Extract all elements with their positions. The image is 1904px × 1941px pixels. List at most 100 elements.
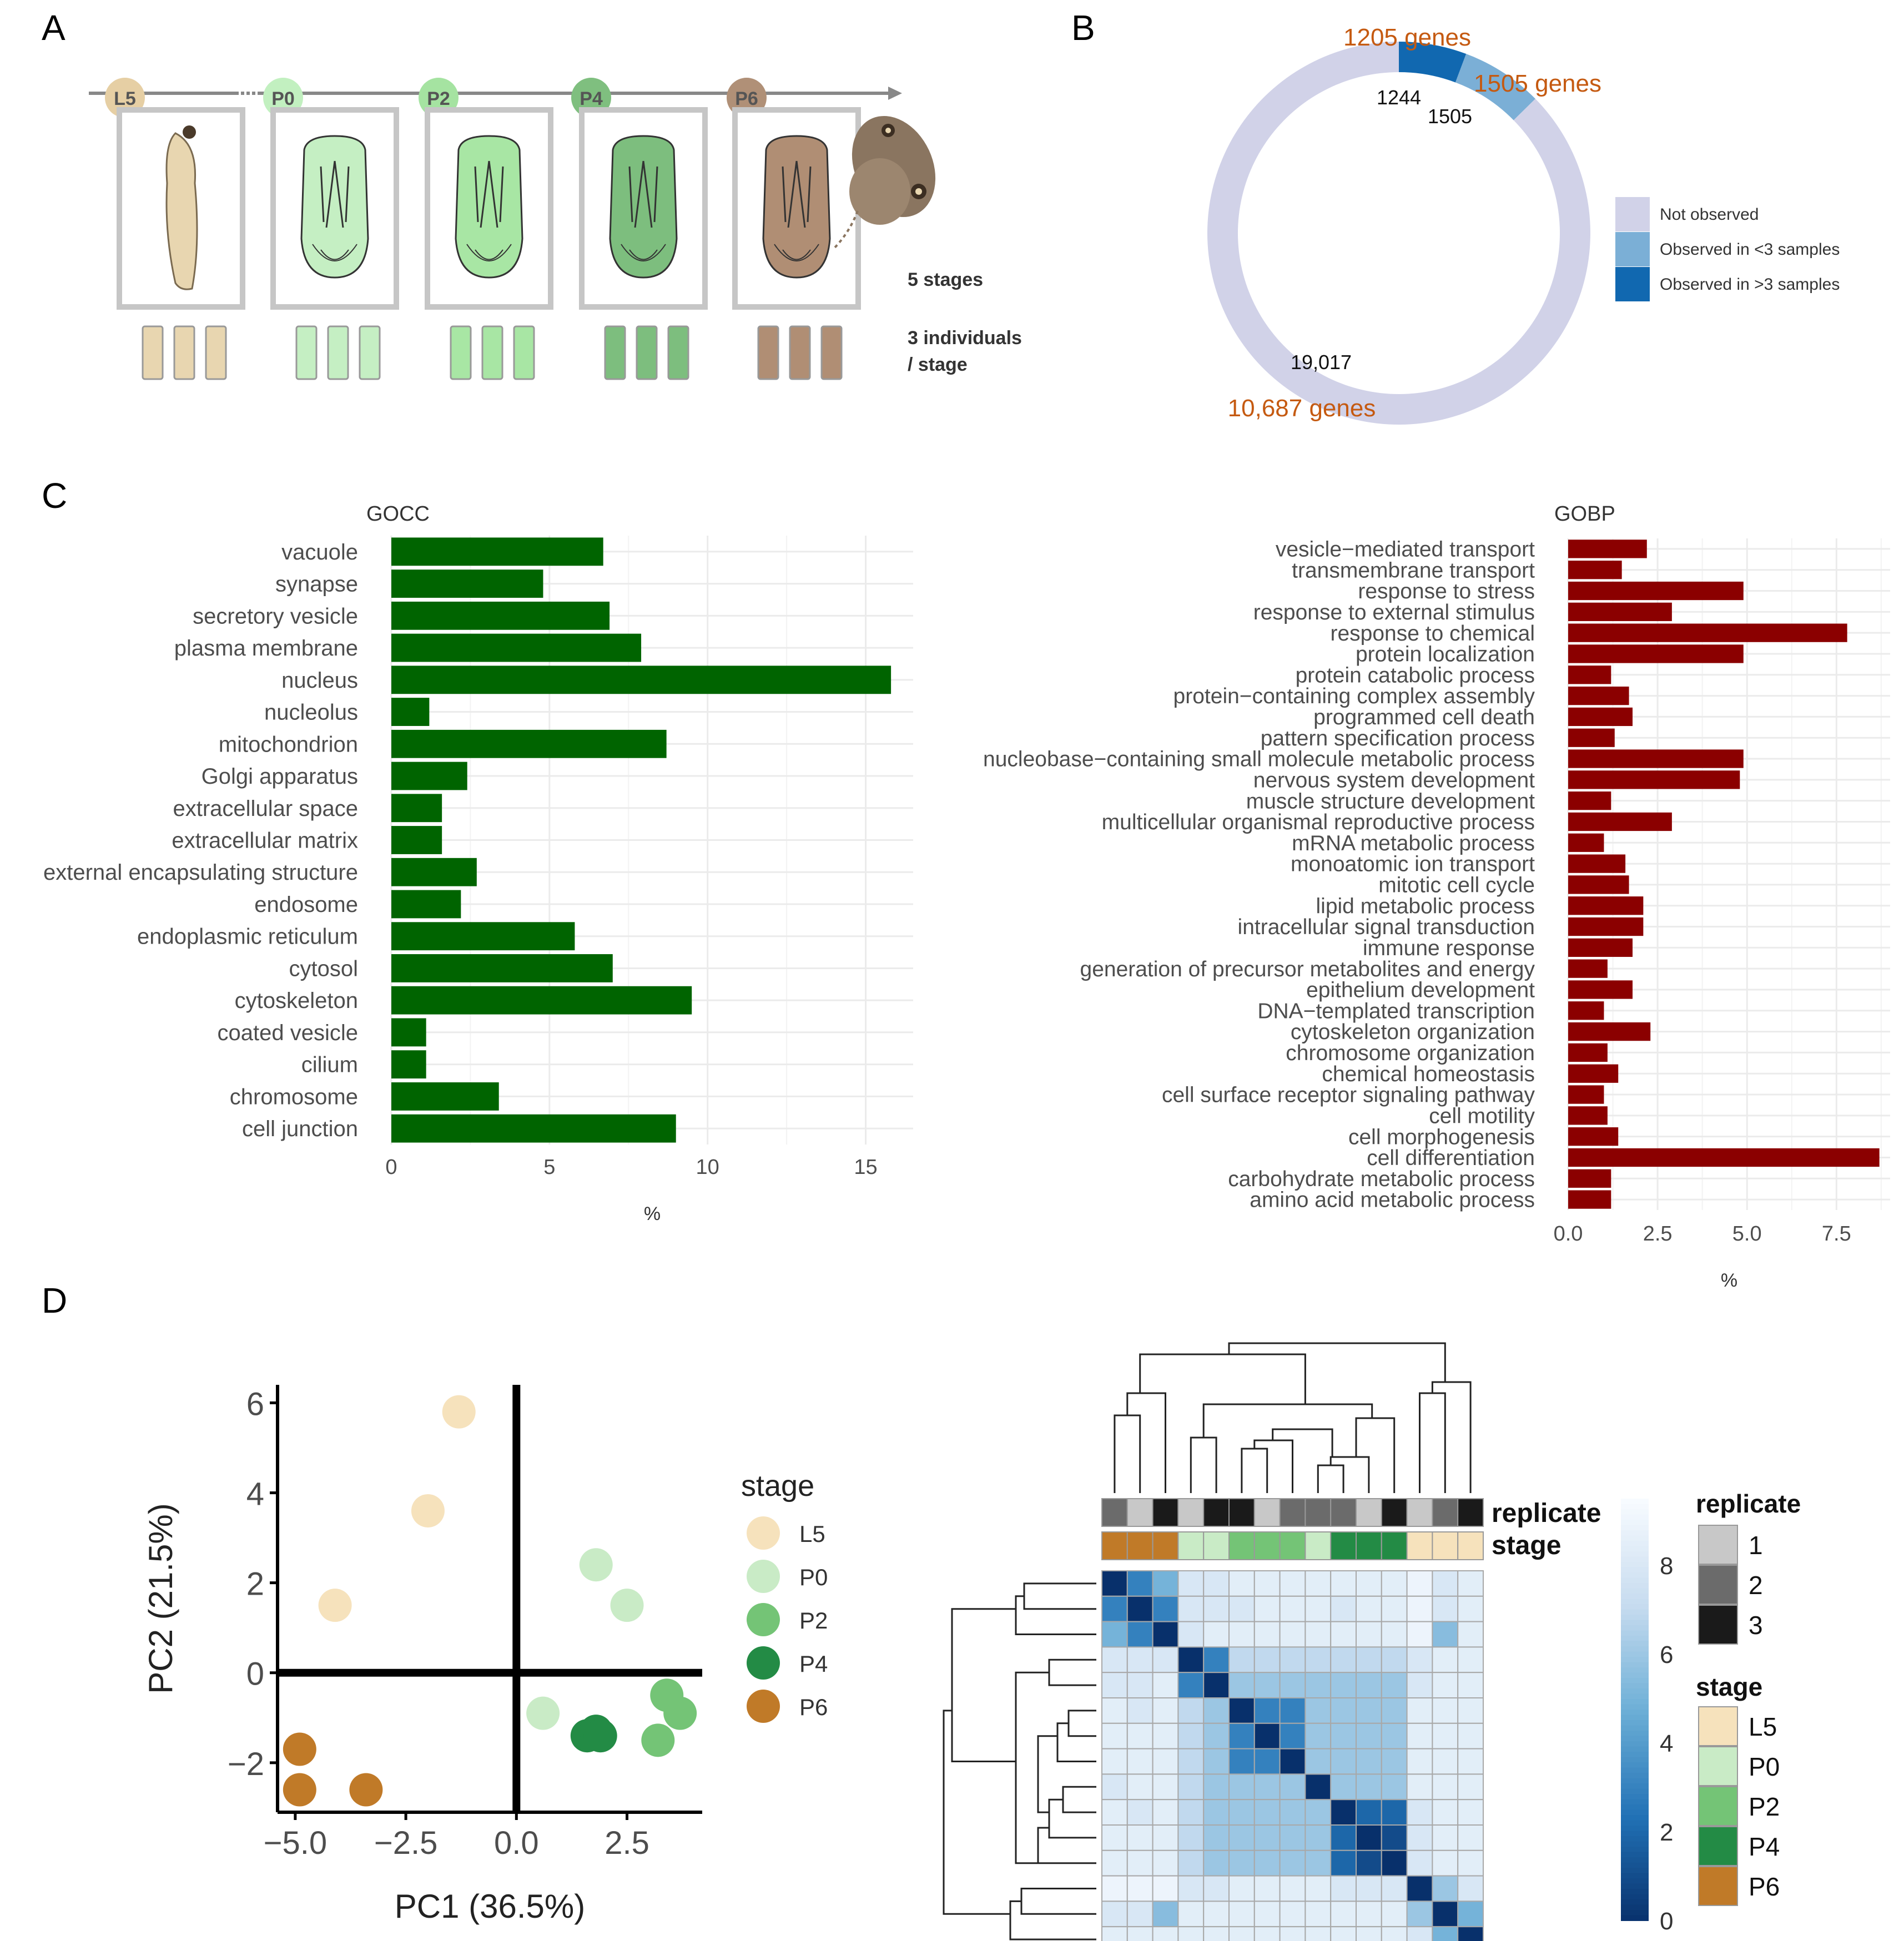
heatmap-cell xyxy=(1253,1595,1281,1622)
heatmap-cell xyxy=(1304,1722,1332,1750)
color-scale-segment xyxy=(1621,1604,1649,1610)
sample-tube xyxy=(359,325,381,380)
bar xyxy=(391,729,667,758)
heatmap-cell xyxy=(1356,1595,1382,1622)
bar xyxy=(1568,581,1744,601)
heatmap-cell xyxy=(1152,1722,1179,1750)
heatmap-cell xyxy=(1228,1824,1255,1851)
bar xyxy=(1568,707,1633,727)
heatmap-cell xyxy=(1356,1722,1382,1750)
legend-stage-swatch xyxy=(1698,1706,1738,1746)
color-scale-segment xyxy=(1621,1588,1649,1594)
bar xyxy=(391,922,575,951)
panel-label-d: D xyxy=(42,1280,67,1320)
heatmap-cell xyxy=(1381,1621,1408,1648)
chart-title: GOBP xyxy=(1554,502,1615,526)
heatmap-cell xyxy=(1381,1646,1408,1673)
bar xyxy=(1568,980,1633,999)
heatmap-cell xyxy=(1279,1672,1306,1698)
bar xyxy=(391,537,603,566)
category-label: plasma membrane xyxy=(174,636,358,661)
color-scale-segment xyxy=(1621,1514,1649,1520)
y-tick-label: 2 xyxy=(246,1566,264,1602)
color-scale-segment xyxy=(1621,1541,1649,1547)
heatmap-cell xyxy=(1101,1646,1128,1673)
stages-note: 5 stages xyxy=(908,269,983,290)
category-label: extracellular matrix xyxy=(172,829,358,853)
heatmap-cell xyxy=(1457,1799,1484,1826)
heatmap-cell xyxy=(1101,1773,1128,1801)
heatmap-cell xyxy=(1304,1570,1332,1597)
color-scale-segment xyxy=(1621,1804,1649,1811)
heatmap-cell xyxy=(1203,1748,1230,1775)
bar xyxy=(1568,728,1615,747)
pupa-wing-lines xyxy=(782,160,812,228)
heatmap-cell xyxy=(1253,1722,1281,1750)
bar xyxy=(1568,1127,1619,1146)
color-scale-segment xyxy=(1621,1577,1649,1584)
color-scale-segment xyxy=(1621,1667,1649,1673)
heatmap-cell xyxy=(1101,1900,1128,1928)
color-scale-segment xyxy=(1621,1868,1649,1874)
color-scale-segment xyxy=(1621,1873,1649,1879)
heatmap-cell xyxy=(1356,1799,1382,1826)
color-scale-segment xyxy=(1621,1630,1649,1636)
heatmap-cell xyxy=(1126,1748,1154,1775)
legend-swatch xyxy=(1615,267,1650,301)
heatmap-cell xyxy=(1406,1926,1433,1941)
heatmap-cell xyxy=(1406,1799,1433,1826)
category-label: response to stress xyxy=(1358,579,1535,603)
category-label: lipid metabolic process xyxy=(1316,894,1535,918)
heatmap-cell xyxy=(1203,1621,1230,1648)
replicate-annotation-cell xyxy=(1101,1498,1128,1527)
color-scale-segment xyxy=(1621,1783,1649,1789)
heatmap-cell xyxy=(1101,1672,1128,1698)
color-scale-segment xyxy=(1621,1710,1649,1716)
heatmap-cell xyxy=(1126,1595,1154,1622)
heatmap-cell xyxy=(1177,1748,1205,1775)
heatmap-cell xyxy=(1228,1748,1255,1775)
sample-tube xyxy=(481,325,503,380)
heatmap-cell xyxy=(1101,1824,1128,1851)
heatmap-cell xyxy=(1406,1672,1433,1698)
stage-marker-label: P2 xyxy=(427,88,450,109)
heatmap-cell xyxy=(1152,1824,1179,1851)
category-label: nucleobase−containing small molecule met… xyxy=(983,748,1535,772)
panel-c-gobp-bar-chart: GOBP vesicle−mediated transporttransmembr… xyxy=(983,502,1890,1291)
replicate-annotation-cell xyxy=(1177,1498,1205,1527)
heatmap-cell xyxy=(1330,1672,1357,1698)
heatmap-cell xyxy=(1457,1570,1484,1597)
bar xyxy=(1568,812,1672,831)
category-label: endoplasmic reticulum xyxy=(137,925,358,949)
legend-key-P0 xyxy=(747,1560,780,1593)
color-scale-segment xyxy=(1621,1688,1649,1695)
heatmap-cell xyxy=(1330,1748,1357,1775)
heatmap-cell xyxy=(1457,1621,1484,1648)
replicate-annotation-cell xyxy=(1279,1498,1306,1527)
heatmap-cell xyxy=(1457,1849,1484,1877)
bar xyxy=(1568,1148,1880,1167)
heatmap-cell xyxy=(1177,1875,1205,1902)
category-label: epithelium development xyxy=(1306,979,1535,1002)
bar xyxy=(391,1018,426,1047)
heatmap-cell xyxy=(1101,1875,1128,1902)
heatmap-cell xyxy=(1432,1570,1459,1597)
category-label: extracellular space xyxy=(173,796,359,821)
bar xyxy=(391,698,430,726)
category-label: nucleus xyxy=(281,668,358,693)
heatmap-cell xyxy=(1203,1926,1230,1941)
heatmap-cell xyxy=(1304,1926,1332,1941)
sample-tube xyxy=(667,325,689,380)
heatmap-cell xyxy=(1457,1748,1484,1775)
heatmap-cell xyxy=(1228,1773,1255,1801)
pupa-wing-lines xyxy=(628,160,658,228)
color-scale-segment xyxy=(1621,1725,1649,1731)
color-scale-segment xyxy=(1621,1662,1649,1668)
color-scale-segment xyxy=(1621,1499,1649,1505)
category-label: cilium xyxy=(301,1053,358,1077)
heatmap-cell xyxy=(1457,1672,1484,1698)
heatmap-cell xyxy=(1432,1799,1459,1826)
heatmap-cell xyxy=(1253,1672,1281,1698)
stage-annotation-cell xyxy=(1330,1531,1357,1560)
heatmap-cell xyxy=(1126,1875,1154,1902)
